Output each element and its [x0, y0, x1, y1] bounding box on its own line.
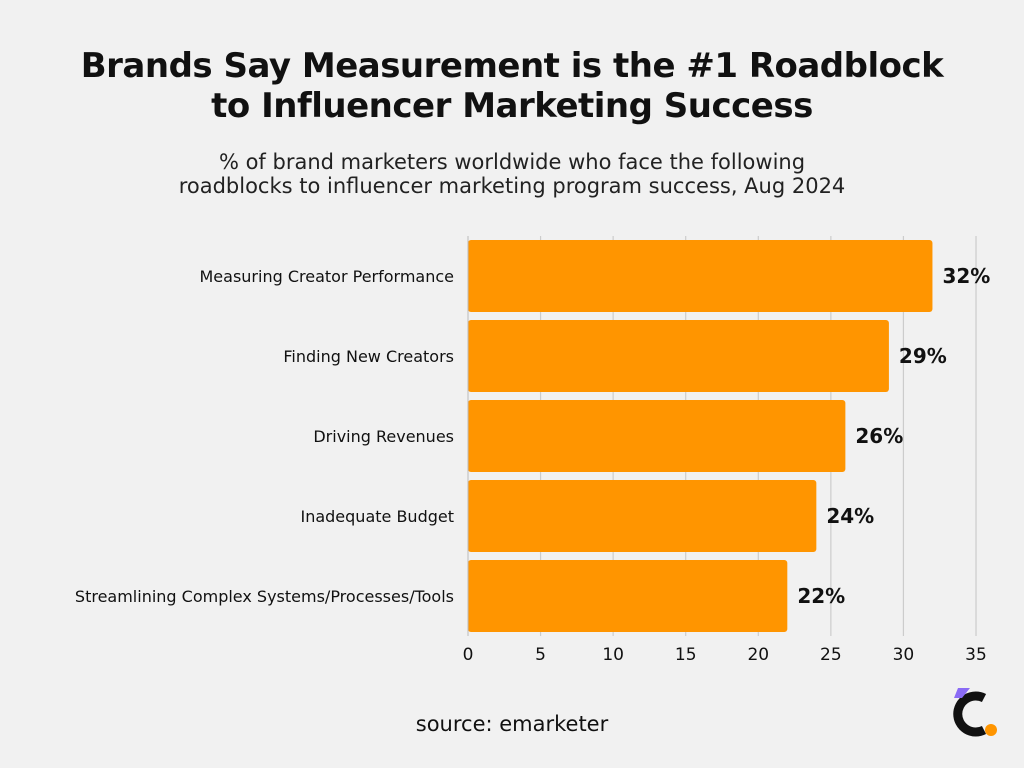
- brand-logo-icon: [953, 688, 997, 737]
- category-label-2: Finding New Creators: [283, 347, 454, 366]
- value-label-1: 32%: [942, 264, 990, 288]
- category-label-1: Measuring Creator Performance: [200, 267, 455, 286]
- bar-4: [468, 480, 817, 552]
- x-tick-label-25: 25: [820, 645, 842, 665]
- source-note: source: emarketer: [415, 712, 609, 736]
- chart-title-line-2: to Influencer Marketing Success: [211, 86, 813, 126]
- x-tick-label-20: 20: [747, 645, 769, 665]
- logo-purple-accent: [954, 688, 970, 698]
- logo-orange-dot: [985, 724, 997, 736]
- chart-subtitle-line-1: % of brand marketers worldwide who face …: [218, 150, 806, 174]
- category-label-5: Streamlining Complex Systems/Processes/T…: [75, 587, 454, 606]
- value-label-3: 26%: [855, 424, 903, 448]
- x-tick-label-15: 15: [675, 645, 697, 665]
- logo-c-shape: [953, 691, 987, 737]
- value-label-5: 22%: [797, 584, 845, 608]
- x-tick-label-0: 0: [463, 645, 474, 665]
- bar-2: [468, 320, 889, 392]
- chart-title-line-1: Brands Say Measurement is the #1 Roadblo…: [80, 46, 944, 86]
- chart-subtitle: % of brand marketers worldwide who face …: [40, 150, 984, 198]
- category-label-4: Inadequate Budget: [300, 507, 454, 526]
- category-label-3: Driving Revenues: [313, 427, 454, 446]
- bar-1: [468, 240, 933, 312]
- x-tick-label-30: 30: [893, 645, 915, 665]
- bar-5: [468, 560, 788, 632]
- value-label-2: 29%: [899, 344, 947, 368]
- chart-title: Brands Say Measurement is the #1 Roadblo…: [40, 46, 984, 126]
- x-tick-label-10: 10: [602, 645, 624, 665]
- x-tick-label-35: 35: [965, 645, 987, 665]
- value-label-4: 24%: [826, 504, 874, 528]
- chart-subtitle-line-2: roadblocks to influencer marketing progr…: [178, 174, 846, 198]
- x-tick-label-5: 5: [535, 645, 546, 665]
- bar-3: [468, 400, 846, 472]
